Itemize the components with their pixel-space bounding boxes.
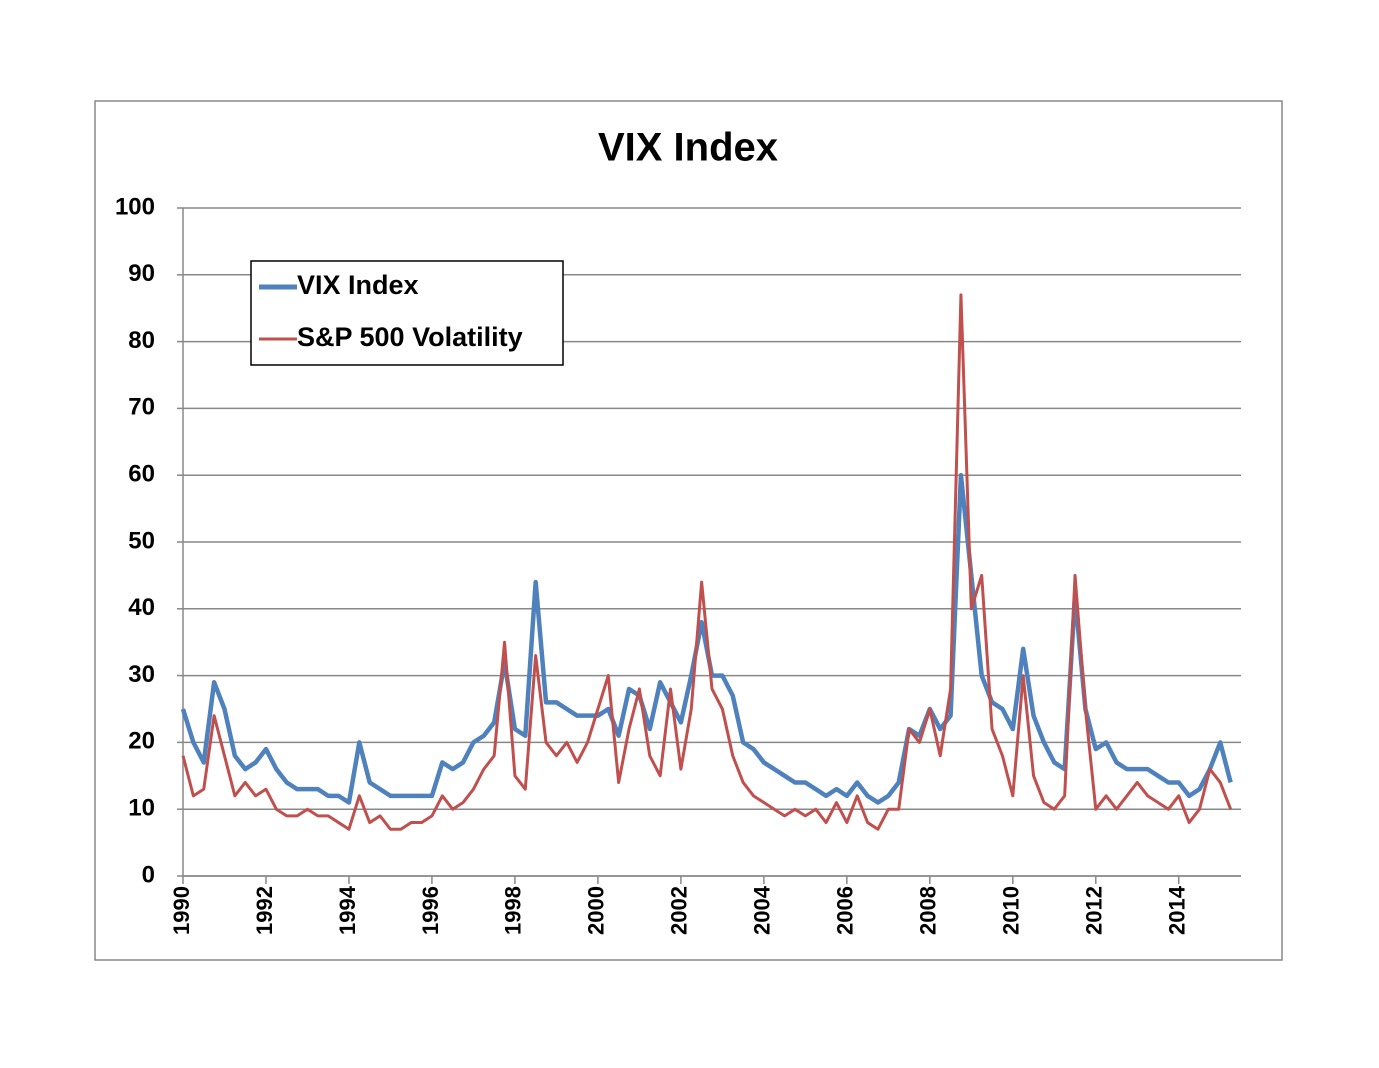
legend-label: S&P 500 Volatility xyxy=(297,322,523,352)
y-tick-label: 30 xyxy=(128,661,155,688)
x-tick-label: 1994 xyxy=(335,885,360,935)
y-tick-label: 20 xyxy=(128,728,155,755)
chart-border xyxy=(94,100,1283,961)
y-tick-label: 60 xyxy=(128,461,155,488)
y-tick-label: 70 xyxy=(128,394,155,421)
legend-label: VIX Index xyxy=(297,270,419,300)
legend-box xyxy=(250,260,564,366)
y-tick-label: 10 xyxy=(128,795,155,822)
x-tick-label: 2012 xyxy=(1082,886,1107,935)
x-tick-label: 2014 xyxy=(1165,885,1190,935)
x-tick-label: 2006 xyxy=(833,886,858,935)
x-tick-label: 1992 xyxy=(252,886,277,935)
x-tick-label: 2002 xyxy=(667,886,692,935)
x-tick-label: 1990 xyxy=(169,886,194,935)
chart-title: VIX Index xyxy=(598,126,778,170)
y-tick-label: 90 xyxy=(128,260,155,287)
series-line xyxy=(181,293,1233,831)
y-tick-label: 0 xyxy=(142,861,155,888)
y-tick-label: 40 xyxy=(128,594,155,621)
x-tick-label: 2004 xyxy=(750,885,775,935)
x-tick-label: 2000 xyxy=(584,886,609,935)
x-tick-label: 1998 xyxy=(501,886,526,935)
y-tick-label: 100 xyxy=(115,193,155,220)
y-tick-label: 80 xyxy=(128,327,155,354)
x-tick-label: 1996 xyxy=(418,886,443,935)
x-tick-label: 2010 xyxy=(999,886,1024,935)
x-tick-label: 2008 xyxy=(916,886,941,935)
y-tick-label: 50 xyxy=(128,527,155,554)
